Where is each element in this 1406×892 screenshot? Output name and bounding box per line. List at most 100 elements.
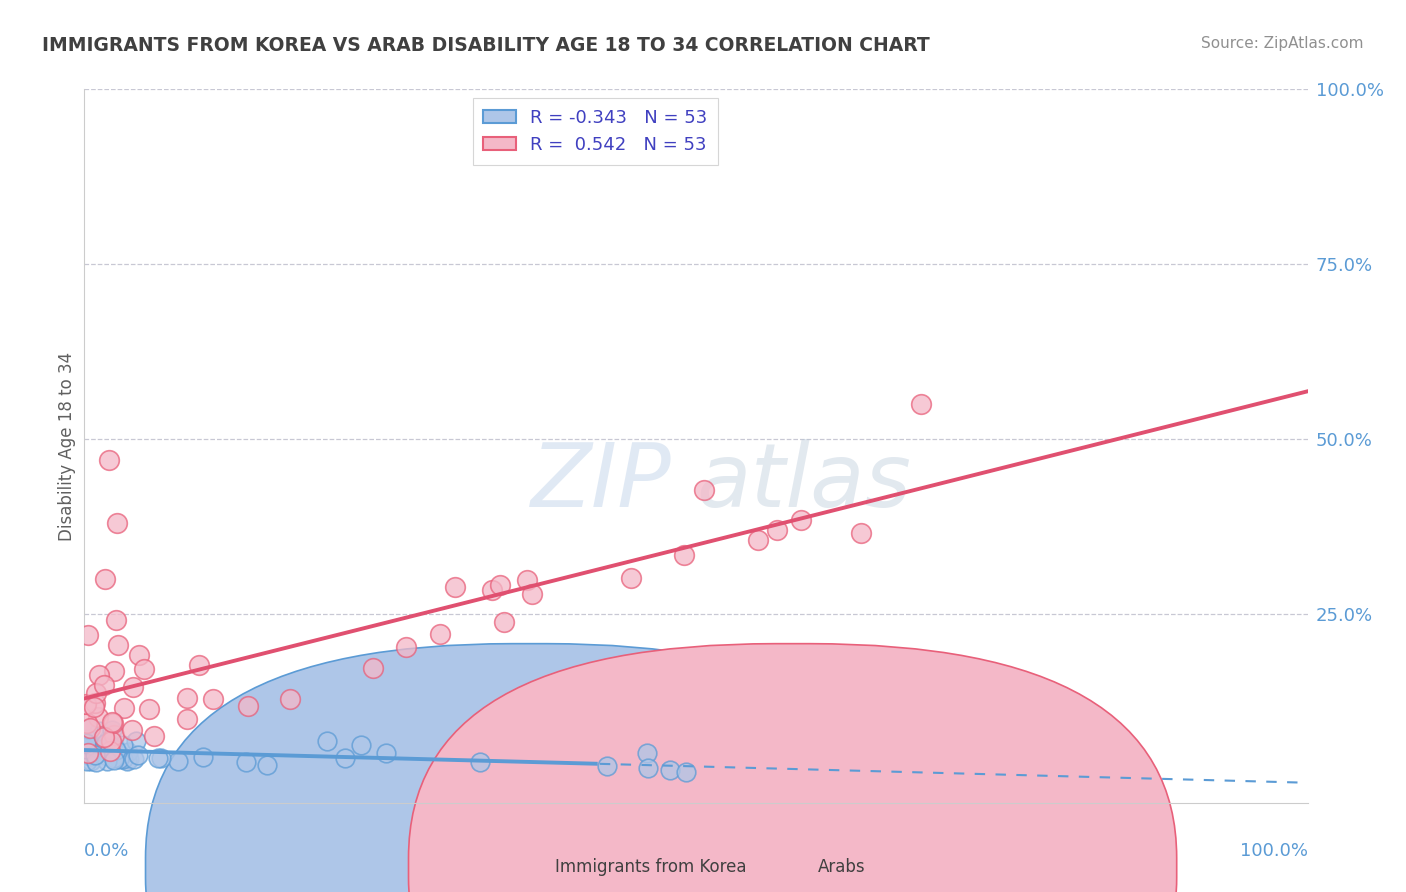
Point [75, 736, 97, 750]
Point [96, 736, 118, 750]
Point [747, 533, 769, 548]
Point [470, 755, 492, 769]
Point [94, 572, 117, 586]
Point [122, 680, 145, 694]
Point [112, 738, 135, 752]
Legend: R = -0.343   N = 53, R =  0.542   N = 53: R = -0.343 N = 53, R = 0.542 N = 53 [472, 98, 718, 165]
Point [101, 723, 124, 737]
Point [76, 628, 98, 642]
Point [143, 729, 166, 743]
Point [395, 640, 418, 654]
Point [596, 758, 619, 772]
Point [75, 742, 97, 756]
Y-axis label: Disability Age 18 to 34: Disability Age 18 to 34 [58, 351, 76, 541]
Point [87, 710, 110, 724]
Point [492, 615, 515, 630]
Point [235, 755, 257, 769]
Point [103, 754, 125, 768]
Point [77, 738, 100, 752]
Point [146, 751, 169, 765]
Point [236, 698, 259, 713]
Point [349, 739, 371, 753]
Point [107, 751, 129, 765]
Point [520, 587, 543, 601]
Point [124, 752, 146, 766]
Point [75, 741, 97, 756]
Point [79, 722, 101, 736]
Text: Arabs: Arabs [818, 858, 866, 876]
Point [115, 754, 138, 768]
Point [112, 700, 135, 714]
Point [100, 733, 122, 747]
Point [132, 662, 155, 676]
Point [481, 583, 503, 598]
Point [374, 746, 396, 760]
Point [76, 731, 98, 746]
Point [75, 697, 97, 711]
Point [84, 739, 107, 754]
Point [620, 571, 643, 585]
Point [87, 723, 110, 738]
Point [76, 746, 98, 760]
Point [93, 730, 115, 744]
Point [103, 751, 125, 765]
Text: IMMIGRANTS FROM KOREA VS ARAB DISABILITY AGE 18 TO 34 CORRELATION CHART: IMMIGRANTS FROM KOREA VS ARAB DISABILITY… [42, 36, 929, 54]
Point [105, 743, 128, 757]
Point [103, 715, 125, 730]
Point [636, 746, 658, 760]
Point [333, 751, 356, 765]
Point [82, 737, 104, 751]
Point [84, 747, 107, 762]
Point [658, 763, 681, 777]
FancyBboxPatch shape [409, 644, 1177, 892]
Point [98, 453, 121, 467]
Point [117, 745, 139, 759]
Point [121, 723, 143, 737]
Text: 100.0%: 100.0% [1240, 842, 1308, 860]
Point [96, 754, 118, 768]
Text: ZIP: ZIP [530, 439, 672, 524]
Point [128, 648, 150, 662]
Point [87, 668, 110, 682]
Point [111, 752, 134, 766]
Point [80, 755, 103, 769]
Point [107, 638, 129, 652]
Point [96, 740, 118, 755]
Point [278, 692, 301, 706]
Point [637, 761, 659, 775]
Point [489, 578, 512, 592]
Point [124, 733, 146, 747]
Point [118, 752, 141, 766]
Point [90, 742, 112, 756]
Point [79, 749, 101, 764]
Text: atlas: atlas [696, 439, 911, 524]
Point [103, 664, 125, 678]
Point [76, 754, 98, 768]
Point [910, 397, 932, 411]
Point [98, 744, 121, 758]
Point [256, 757, 278, 772]
Point [138, 702, 160, 716]
Point [176, 691, 198, 706]
Point [83, 696, 105, 710]
Point [361, 661, 384, 675]
Point [429, 627, 451, 641]
FancyBboxPatch shape [146, 644, 914, 892]
Text: Source: ZipAtlas.com: Source: ZipAtlas.com [1201, 36, 1364, 51]
Point [167, 754, 190, 768]
Text: 0.0%: 0.0% [84, 842, 129, 860]
Point [790, 513, 813, 527]
Point [105, 613, 128, 627]
Point [108, 747, 131, 762]
Point [103, 728, 125, 742]
Point [97, 733, 120, 747]
Point [516, 573, 538, 587]
Text: Immigrants from Korea: Immigrants from Korea [555, 858, 747, 876]
Point [766, 523, 789, 537]
Point [107, 516, 129, 530]
Point [94, 748, 117, 763]
Point [93, 678, 115, 692]
Point [673, 548, 696, 562]
Point [849, 526, 872, 541]
Point [201, 692, 224, 706]
